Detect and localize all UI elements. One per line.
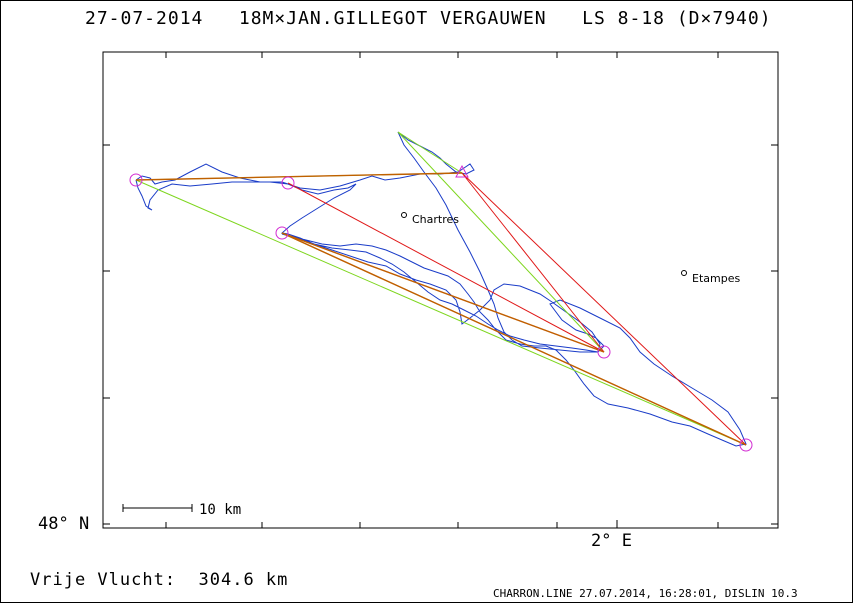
scale-bar: 10 km	[122, 502, 241, 518]
gps-track	[135, 131, 747, 447]
flight-distance: Vrije Vlucht: 304.6 km	[30, 570, 289, 590]
footer-info: CHARRON.LINE 27.07.2014, 16:28:01, DISLI…	[493, 587, 798, 600]
page-title: 27-07-2014 18M×JAN.GILLEGOT VERGAUWEN LS…	[85, 8, 772, 29]
plot-area	[102, 51, 779, 529]
town-marker-chartres	[401, 212, 407, 218]
flight-route-3	[281, 232, 747, 446]
start-triangle-marker	[455, 164, 469, 178]
flight-route-2	[281, 232, 605, 353]
x-axis-label: 2° E	[591, 531, 632, 551]
axis-ticks	[103, 52, 778, 528]
triangle-route	[281, 172, 747, 446]
scale-bar-label: 10 km	[199, 502, 241, 518]
town-label-chartres: Chartres	[412, 213, 459, 226]
turnpoint-marker	[129, 173, 143, 187]
turnpoint-marker	[597, 345, 611, 359]
turnpoint-marker	[275, 226, 289, 240]
turnpoint-marker	[739, 438, 753, 452]
turnpoint-marker	[281, 176, 295, 190]
town-marker-etampes	[681, 270, 687, 276]
flight-route	[135, 172, 463, 181]
town-label-etampes: Etampes	[692, 272, 740, 285]
y-axis-label: 48° N	[38, 514, 90, 534]
